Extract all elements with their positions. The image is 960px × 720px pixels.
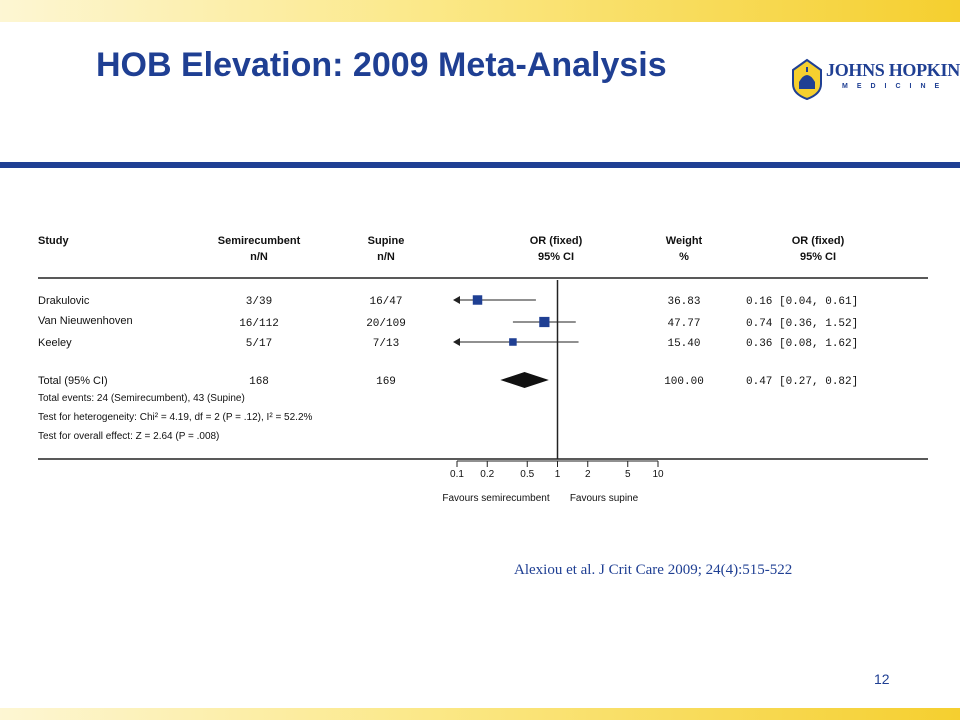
header-or-text: OR (fixed)	[792, 235, 845, 247]
header-supine-sub: n/N	[377, 251, 395, 263]
study-or-text: 0.74 [0.36, 1.52]	[746, 318, 858, 330]
top-gold-band	[0, 0, 960, 22]
effect-square	[472, 295, 483, 305]
note-total-events: Total events: 24 (Semirecumbent), 43 (Su…	[38, 393, 245, 404]
logo-name: JOHNS HOPKINS	[826, 60, 960, 80]
header-semi: Semirecumbent	[218, 235, 301, 247]
xlabel-left: Favours semirecumbent	[442, 493, 549, 504]
citation: Alexiou et al. J Crit Care 2009; 24(4):5…	[514, 562, 793, 578]
study-supine: 16/47	[369, 296, 402, 308]
total-weight: 100.00	[664, 376, 704, 388]
study-name: Van Nieuwenhoven	[38, 315, 133, 327]
total-supine: 169	[376, 376, 396, 388]
header-or: OR (fixed)	[530, 235, 583, 247]
x-tick-label: 2	[585, 469, 591, 480]
x-tick-label: 0.5	[520, 469, 534, 480]
page-number: 12	[874, 671, 890, 687]
study-or-text: 0.16 [0.04, 0.61]	[746, 296, 858, 308]
dome-shield-icon	[792, 58, 822, 100]
x-tick-label: 0.2	[480, 469, 494, 480]
xlabel-right: Favours supine	[570, 493, 639, 504]
note-heterogeneity: Test for heterogeneity: Chi² = 4.19, df …	[38, 412, 313, 423]
study-name: Drakulovic	[38, 295, 90, 307]
study-weight: 36.83	[667, 296, 700, 308]
total-or-text: 0.47 [0.27, 0.82]	[746, 376, 858, 388]
header-weight: Weight	[666, 235, 703, 247]
study-semi: 5/17	[246, 338, 272, 350]
study-weight: 15.40	[667, 338, 700, 350]
header-supine: Supine	[368, 235, 405, 247]
study-or-text: 0.36 [0.08, 1.62]	[746, 338, 858, 350]
total-name: Total (95% CI)	[38, 375, 108, 387]
logo-subtitle: MEDICINE	[842, 83, 949, 90]
note-overall-effect: Test for overall effect: Z = 2.64 (P = .…	[38, 431, 219, 442]
header-study: Study	[38, 235, 69, 247]
header-semi-sub: n/N	[250, 251, 268, 263]
study-semi: 3/39	[246, 296, 272, 308]
study-name: Keeley	[38, 337, 72, 349]
study-supine: 7/13	[373, 338, 399, 350]
total-diamond	[500, 372, 549, 388]
bottom-gold-band	[0, 708, 960, 720]
x-tick-label: 1	[555, 469, 561, 480]
effect-square	[539, 316, 550, 328]
x-tick-label: 10	[652, 469, 664, 480]
ci-arrow	[453, 296, 460, 304]
effect-square	[509, 338, 517, 346]
header-or-sub: 95% CI	[538, 251, 574, 263]
study-supine: 20/109	[366, 318, 406, 330]
total-semi: 168	[249, 376, 269, 388]
header-weight-sub: %	[679, 251, 689, 263]
ci-arrow	[453, 338, 460, 346]
x-tick-label: 0.1	[450, 469, 464, 480]
slide-title: HOB Elevation: 2009 Meta-Analysis	[96, 46, 667, 84]
x-tick-label: 5	[625, 469, 631, 480]
header-or-text-sub: 95% CI	[800, 251, 836, 263]
johns-hopkins-logo: JOHNS HOPKINS MEDICINE	[790, 56, 960, 106]
title-divider	[0, 162, 960, 168]
study-semi: 16/112	[239, 318, 279, 330]
study-weight: 47.77	[667, 318, 700, 330]
forest-plot: Study Semirecumbent n/N Supine n/N OR (f…	[38, 235, 928, 504]
